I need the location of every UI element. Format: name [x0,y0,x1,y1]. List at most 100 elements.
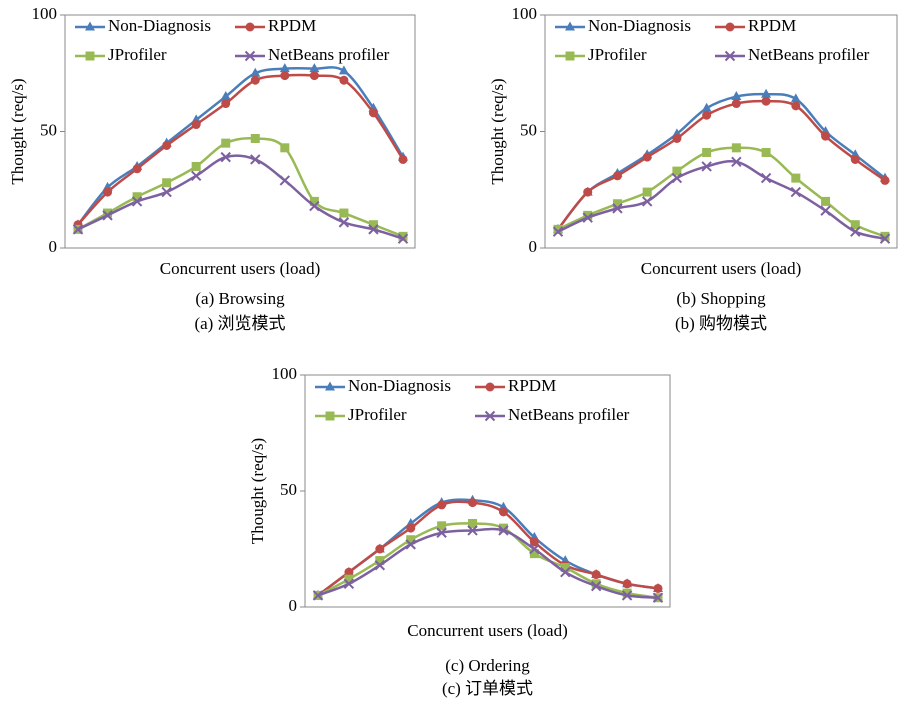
marker [338,217,350,228]
marker [701,102,712,112]
marker [731,156,742,167]
marker [279,63,290,73]
legend-label: JProfiler [588,45,647,64]
marker [72,224,84,235]
marker [309,63,320,73]
legend-label: NetBeans profiler [268,45,390,64]
marker [621,590,633,601]
series-line [317,498,659,597]
x-axis-label: Concurrent users (load) [407,621,568,640]
x-axis-label: Concurrent users (load) [160,259,321,278]
marker [702,147,712,157]
marker [672,166,682,176]
y-tick-label: 0 [49,237,58,256]
marker [582,212,593,223]
marker [821,196,831,206]
marker [761,147,771,157]
marker [191,120,201,130]
legend-label: JProfiler [108,45,167,64]
marker [406,535,416,545]
legend-label: RPDM [748,16,796,35]
marker [529,537,539,547]
legend-label: NetBeans profiler [508,405,630,424]
marker [338,65,349,75]
y-tick-label: 50 [40,120,57,139]
marker [552,226,564,237]
legend-label: Non-Diagnosis [348,376,451,395]
marker [280,71,290,81]
marker [565,21,575,31]
legend-label: RPDM [268,16,316,35]
marker [591,570,601,580]
marker [529,549,539,559]
marker [191,161,201,171]
marker [672,133,682,143]
y-tick-label: 50 [280,480,297,499]
marker [85,21,95,31]
marker [309,200,320,212]
marker [190,170,202,181]
marker [312,590,324,601]
legend-label: JProfiler [348,405,407,424]
marker [375,544,385,554]
marker [583,210,593,220]
marker [280,143,290,153]
marker [374,560,386,571]
marker [622,579,632,589]
marker [245,22,255,32]
marker [220,151,231,163]
marker [325,411,335,421]
marker [652,592,664,603]
marker [244,50,256,62]
series-line [77,154,404,240]
marker [560,563,570,573]
marker [250,75,260,85]
marker [279,175,291,186]
y-axis-label: Thought (req/s) [248,438,267,544]
y-axis-label: Thought (req/s) [488,78,507,184]
marker [724,50,736,62]
marker [642,187,652,197]
marker [398,154,408,164]
series-line [317,500,659,597]
marker [103,208,113,218]
marker [612,199,622,209]
marker [671,172,683,184]
marker [731,91,742,101]
marker [760,172,772,184]
marker [325,381,335,391]
marker [132,164,142,174]
caption-zh: (a) 浏览模式 [194,314,285,333]
marker [221,138,231,148]
marker [725,22,735,32]
marker [368,220,378,230]
marker [790,186,802,198]
marker [850,220,860,230]
marker [880,231,890,241]
marker [161,186,172,198]
marker [436,527,447,538]
marker [405,539,416,550]
y-tick-label: 100 [32,4,58,23]
marker [791,173,801,183]
marker [398,231,408,241]
legend-label: RPDM [508,376,556,395]
marker [761,96,771,106]
marker [102,210,113,221]
marker [498,507,508,517]
marker [553,224,563,234]
marker [731,99,741,109]
marker [820,205,831,216]
marker [250,154,261,165]
marker [560,566,571,578]
x-axis-label: Concurrent users (load) [641,259,802,278]
y-tick-label: 100 [272,364,298,383]
y-tick-label: 50 [520,120,537,139]
marker [468,498,478,508]
series-line [557,160,886,240]
marker [850,226,861,237]
marker [653,583,663,593]
marker [162,140,172,150]
marker [879,233,891,244]
marker [591,579,601,589]
